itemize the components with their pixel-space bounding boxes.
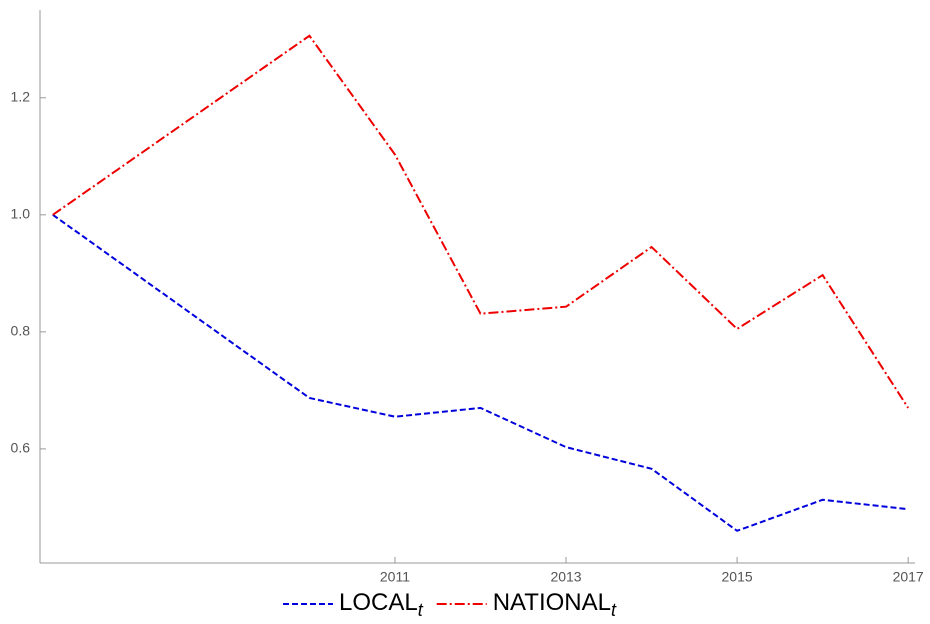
legend-label: NATIONALt [493,589,617,619]
legend-subscript: t [611,600,617,620]
y-tick-label: 1.2 [11,88,31,104]
x-tick-label: 2017 [893,569,924,585]
y-tick-label: 0.6 [11,440,31,456]
legend-name: LOCAL [339,589,418,616]
y-tick-label: 0.8 [11,323,31,339]
x-tick-label: 2011 [380,569,410,585]
y-tick-label: 1.0 [11,206,31,222]
legend-label: LOCALt [339,589,424,619]
x-tick-label: 2013 [550,569,581,585]
series-line [52,34,909,409]
legend: LOCALt NATIONALt [283,589,617,620]
series-line [52,214,909,532]
legend-subscript: t [418,600,424,620]
legend-name: NATIONAL [493,589,611,616]
x-tick-label: 2015 [722,569,753,585]
